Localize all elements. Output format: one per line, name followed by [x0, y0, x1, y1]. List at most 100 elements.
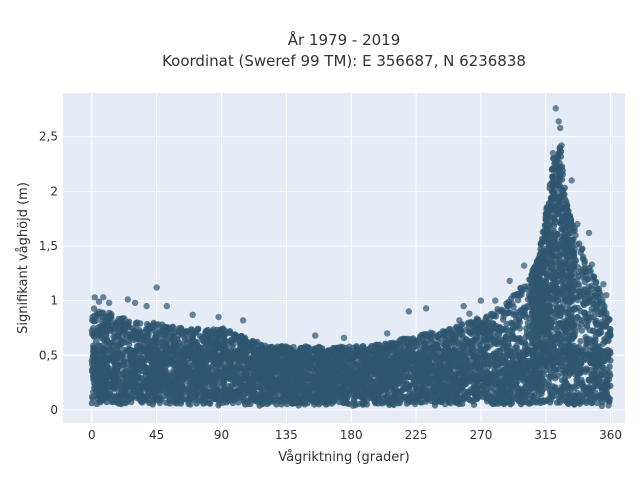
data-point [523, 325, 530, 332]
data-point [397, 336, 405, 343]
data-point [463, 347, 471, 354]
data-point [484, 320, 491, 327]
data-point [421, 343, 428, 351]
data-point [595, 310, 602, 318]
data-point [118, 316, 125, 323]
data-point [446, 325, 453, 333]
data-point [586, 327, 593, 334]
data-point [594, 329, 601, 337]
data-point [518, 291, 525, 298]
data-point [588, 306, 595, 313]
data-point [217, 332, 225, 339]
data-point [170, 333, 177, 340]
data-point [494, 330, 501, 338]
data-point [198, 344, 205, 352]
data-point [106, 313, 113, 320]
data-point [516, 325, 523, 332]
data-point [224, 353, 231, 360]
data-point [589, 337, 597, 344]
data-point [578, 327, 585, 334]
data-point [590, 313, 597, 321]
data-point [590, 300, 598, 307]
data-point [93, 338, 100, 345]
data-point [88, 357, 96, 365]
data-point [606, 329, 614, 336]
data-point [239, 335, 247, 343]
data-point [515, 316, 523, 324]
data-point [103, 327, 111, 334]
data-point [417, 339, 425, 346]
data-point [225, 358, 233, 365]
data-point [593, 399, 601, 406]
data-point [449, 330, 456, 338]
chart-title-line1: År 1979 - 2019 [288, 30, 401, 49]
data-point [596, 299, 603, 307]
data-point [587, 267, 594, 274]
data-point [137, 320, 144, 327]
data-point [116, 343, 124, 350]
data-point [421, 332, 429, 339]
data-point [241, 344, 249, 351]
data-point [453, 323, 460, 330]
data-point [89, 313, 96, 321]
data-point [576, 240, 583, 247]
data-point [580, 253, 587, 261]
data-point [400, 393, 408, 401]
data-point [586, 297, 593, 305]
data-point [398, 343, 405, 350]
data-point [90, 305, 98, 312]
data-point [383, 392, 390, 399]
data-point [406, 342, 413, 349]
chart-title-line2: Koordinat (Sweref 99 TM): E 356687, N 62… [162, 52, 526, 70]
data-point [171, 327, 178, 335]
data-point [475, 316, 482, 324]
data-point [488, 334, 495, 341]
data-point [592, 343, 599, 350]
data-point [583, 336, 590, 343]
data-point [249, 339, 257, 346]
data-point [585, 317, 592, 325]
data-point [125, 341, 133, 348]
data-point [231, 331, 239, 339]
data-point [577, 316, 584, 323]
data-point [603, 310, 610, 317]
data-point [572, 232, 579, 239]
data-point [576, 292, 583, 299]
data-point [511, 324, 518, 331]
data-point [94, 310, 101, 317]
data-point [468, 320, 476, 327]
data-point [144, 320, 151, 328]
data-point [496, 323, 504, 331]
data-point [510, 335, 518, 343]
data-point [581, 260, 588, 267]
data-point [99, 318, 106, 325]
data-point [580, 301, 588, 308]
data-point [601, 302, 608, 310]
data-point [115, 325, 122, 333]
data-point [109, 339, 117, 346]
data-point [449, 335, 457, 342]
data-point [122, 321, 129, 328]
data-point [581, 278, 588, 286]
data-point [183, 328, 190, 335]
data-point [595, 304, 603, 311]
data-point [579, 245, 586, 252]
data-point [429, 339, 436, 346]
data-point [502, 333, 510, 340]
data-point [581, 291, 588, 298]
data-point [143, 326, 150, 334]
data-point [464, 339, 472, 346]
data-point [503, 343, 510, 350]
data-points [88, 105, 614, 410]
data-point [485, 327, 492, 335]
data-point [579, 346, 586, 353]
data-point [90, 333, 98, 340]
data-point [159, 339, 166, 347]
data-point [456, 340, 463, 348]
data-point [141, 334, 149, 342]
data-point [227, 338, 234, 345]
data-point [456, 352, 464, 359]
data-point [405, 374, 412, 381]
data-point [189, 335, 196, 342]
data-point [500, 307, 507, 315]
